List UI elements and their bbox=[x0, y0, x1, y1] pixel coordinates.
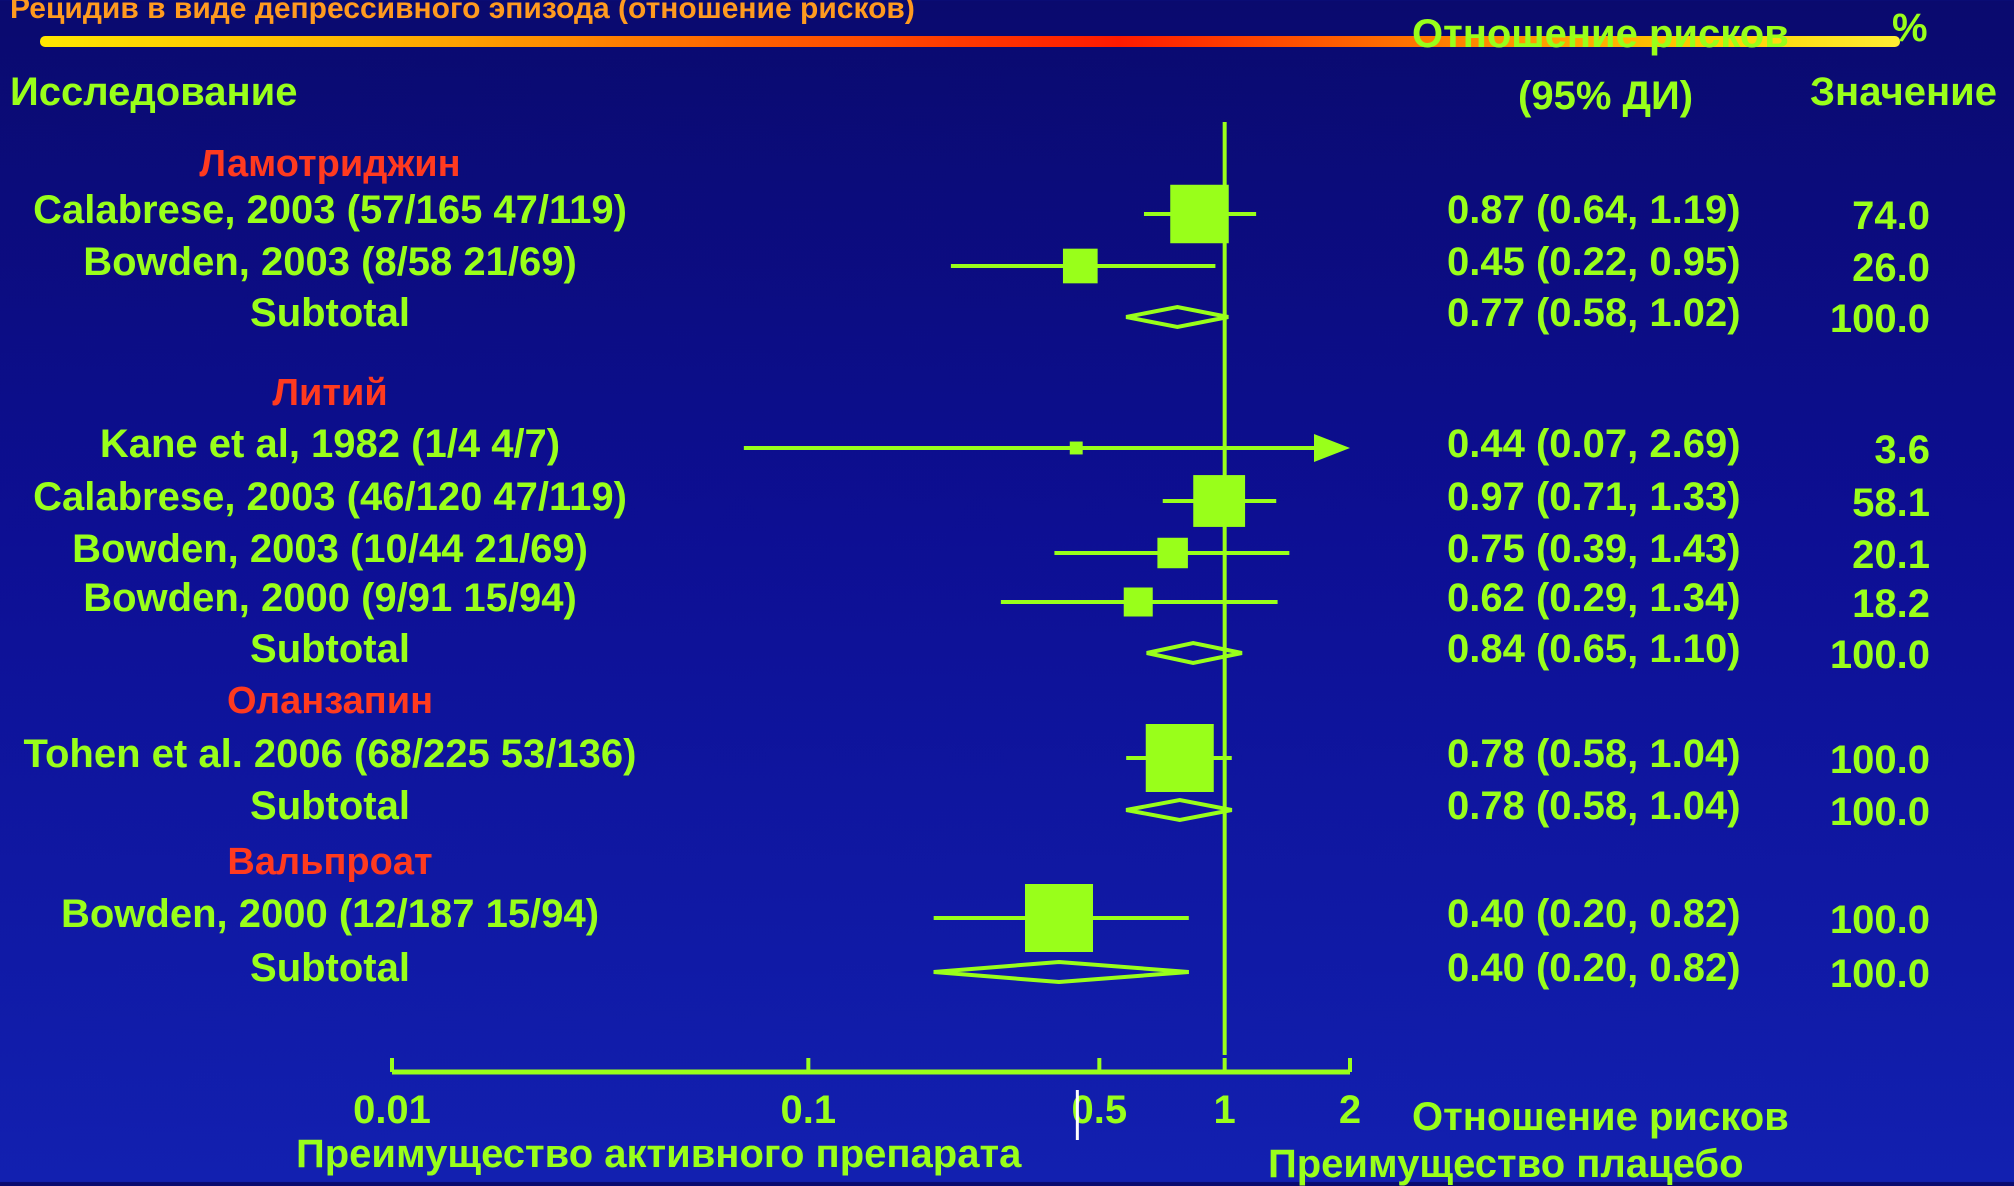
group-title: Ламотриджин bbox=[199, 143, 461, 185]
favours-placebo-label: Преимущество плацебо bbox=[1268, 1142, 1744, 1186]
group-title: Литий bbox=[272, 372, 388, 414]
x-tick-label: 0.1 bbox=[780, 1088, 837, 1132]
subtotal-label: Subtotal bbox=[250, 784, 410, 828]
x-tick-label: 2 bbox=[1338, 1088, 1362, 1132]
subtotal-diamond bbox=[1146, 640, 1243, 666]
rr-ci-text: 0.78 (0.58, 1.04) bbox=[1447, 784, 1741, 828]
weight-text: 100.0 bbox=[1829, 738, 1930, 782]
weight-text: 18.2 bbox=[1852, 582, 1930, 626]
study-label: Kane et al, 1982 (1/4 4/7) bbox=[99, 422, 561, 466]
rr-ci-text: 0.40 (0.20, 0.82) bbox=[1447, 946, 1741, 990]
weight-text: 20.1 bbox=[1852, 533, 1930, 577]
point-estimate bbox=[1170, 184, 1229, 244]
subtotal-diamond bbox=[1125, 797, 1233, 823]
ci-arrow bbox=[1314, 434, 1350, 462]
axis-label: Отношение рисков bbox=[1412, 1095, 1789, 1139]
weight-text: 3.6 bbox=[1874, 428, 1930, 472]
rr-ci-text: 0.62 (0.29, 1.34) bbox=[1447, 576, 1741, 620]
group-title: Вальпроат bbox=[227, 841, 433, 883]
rr-ci-text: 0.45 (0.22, 0.95) bbox=[1447, 240, 1741, 284]
rr-ci-text: 0.87 (0.64, 1.19) bbox=[1447, 188, 1741, 232]
point-estimate bbox=[1069, 441, 1083, 455]
study-label: Bowden, 2000 (12/187 15/94) bbox=[60, 892, 600, 936]
weight-text: 58.1 bbox=[1852, 481, 1930, 525]
weight-text: 100.0 bbox=[1829, 633, 1930, 677]
rr-ci-text: 0.44 (0.07, 2.69) bbox=[1447, 422, 1741, 466]
x-tick-label: 0.5 bbox=[1071, 1088, 1128, 1132]
rr-ci-text: 0.84 (0.65, 1.10) bbox=[1447, 627, 1741, 671]
title-gradient-bar bbox=[40, 36, 1900, 47]
point-estimate bbox=[1024, 884, 1093, 952]
weight-text: 26.0 bbox=[1852, 246, 1930, 290]
rr-ci-text: 0.40 (0.20, 0.82) bbox=[1447, 892, 1741, 936]
weight-text: 100.0 bbox=[1829, 952, 1930, 996]
header-study: Исследование bbox=[10, 70, 298, 114]
rr-ci-text: 0.77 (0.58, 1.02) bbox=[1447, 291, 1741, 335]
subtotal-diamond bbox=[933, 959, 1189, 985]
x-tick-label: 0.01 bbox=[353, 1088, 431, 1132]
study-label: Calabrese, 2003 (46/120 47/119) bbox=[33, 475, 627, 519]
point-estimate bbox=[1123, 587, 1153, 617]
group-title: Оланзапин bbox=[226, 680, 434, 722]
subtotal-label: Subtotal bbox=[250, 946, 410, 990]
header-pct-line1: % bbox=[1892, 6, 1928, 50]
x-tick-label: 1 bbox=[1213, 1088, 1236, 1132]
point-estimate bbox=[1062, 248, 1098, 284]
study-label: Calabrese, 2003 (57/165 47/119) bbox=[33, 188, 627, 232]
subtotal-diamond bbox=[1125, 304, 1229, 330]
weight-text: 100.0 bbox=[1829, 790, 1930, 834]
header-rr-line1: Отношение рисков bbox=[1412, 12, 1789, 56]
study-label: Bowden, 2003 (10/44 21/69) bbox=[72, 527, 588, 571]
weight-text: 74.0 bbox=[1852, 194, 1930, 238]
rr-ci-text: 0.75 (0.39, 1.43) bbox=[1447, 527, 1741, 571]
rr-ci-text: 0.78 (0.58, 1.04) bbox=[1447, 732, 1741, 776]
point-estimate bbox=[1193, 475, 1246, 527]
rr-ci-text: 0.97 (0.71, 1.33) bbox=[1447, 475, 1741, 519]
header-pct-line2: Значение bbox=[1810, 70, 1997, 114]
weight-text: 100.0 bbox=[1829, 898, 1930, 942]
subtotal-label: Subtotal bbox=[250, 291, 410, 335]
chart-title: Рецидив в виде депрессивного эпизода (от… bbox=[10, 0, 915, 25]
point-estimate bbox=[1145, 724, 1214, 792]
point-estimate bbox=[1157, 537, 1188, 569]
study-label: Tohen et al. 2006 (68/225 53/136) bbox=[23, 732, 637, 776]
study-label: Bowden, 2003 (8/58 21/69) bbox=[83, 240, 577, 284]
weight-text: 100.0 bbox=[1829, 297, 1930, 341]
subtotal-label: Subtotal bbox=[250, 627, 410, 671]
header-rr-line2: (95% ДИ) bbox=[1518, 74, 1694, 118]
favours-active-label: Преимущество активного препарата bbox=[296, 1132, 1022, 1176]
study-label: Bowden, 2000 (9/91 15/94) bbox=[83, 576, 577, 620]
